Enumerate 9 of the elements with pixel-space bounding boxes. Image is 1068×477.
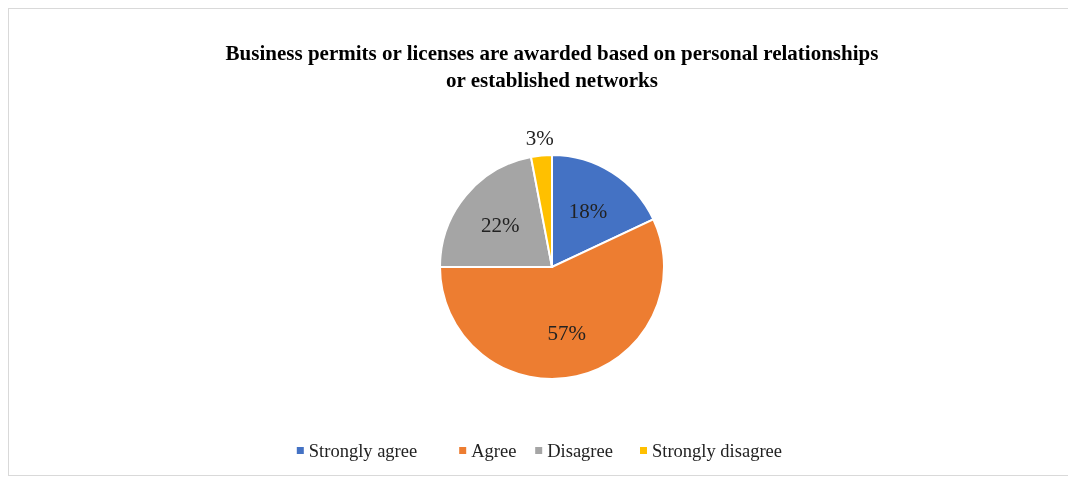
- legend-label: Agree: [471, 441, 517, 462]
- legend-label: Disagree: [547, 441, 613, 462]
- legend-label: Strongly disagree: [652, 441, 782, 462]
- data-label: 3%: [525, 125, 554, 150]
- chart-title: Business permits or licenses are awarded based on personal relationships or established networks: [225, 41, 879, 92]
- legend-label: Strongly agree: [308, 441, 418, 462]
- data-label: 22%: [480, 212, 520, 237]
- data-label: 18%: [568, 198, 608, 223]
- data-label: 57%: [547, 320, 586, 345]
